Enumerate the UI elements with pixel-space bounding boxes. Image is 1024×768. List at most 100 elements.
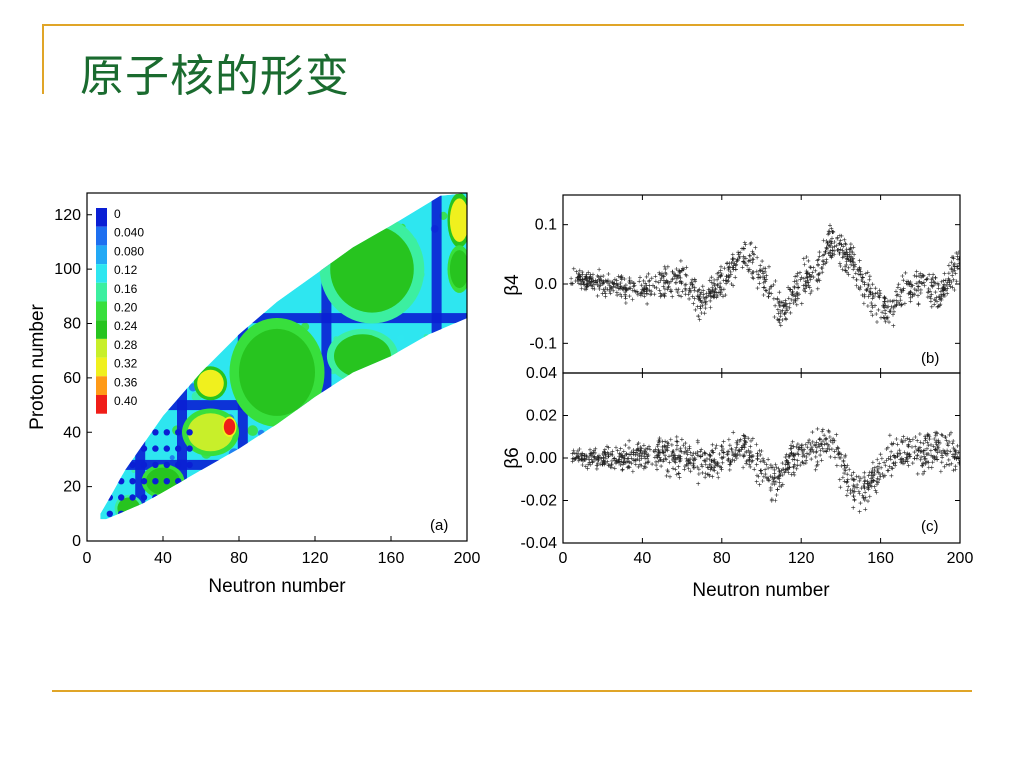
data-point (849, 262, 854, 267)
data-point (830, 229, 835, 234)
data-point (917, 273, 921, 278)
data-point (657, 272, 662, 277)
panel-a-x-ticks: 0 40 80 120 160 200 (83, 536, 480, 567)
data-point (598, 281, 603, 286)
data-point (608, 291, 613, 296)
data-point (870, 292, 875, 297)
data-point (915, 453, 920, 457)
data-point (855, 485, 859, 490)
data-point (707, 453, 712, 458)
data-point (633, 453, 638, 457)
data-point (919, 275, 924, 280)
data-point (743, 242, 748, 247)
data-point (627, 286, 632, 291)
data-point (945, 291, 950, 296)
data-point (805, 271, 810, 276)
data-point (952, 288, 957, 292)
data-point (583, 458, 588, 462)
data-point (768, 284, 773, 289)
data-point (582, 282, 587, 287)
data-point (663, 453, 667, 458)
data-point (856, 489, 861, 494)
x-tick-label: 160 (867, 550, 894, 567)
data-point (866, 294, 871, 299)
data-point (663, 444, 668, 449)
data-point (654, 285, 659, 290)
data-point (860, 272, 864, 277)
data-point (839, 452, 844, 457)
contour-patch (397, 334, 405, 342)
data-point (815, 426, 820, 431)
data-point (704, 291, 709, 296)
data-point (643, 456, 648, 461)
colorbar-label: 0.36 (114, 375, 138, 389)
data-point (918, 449, 923, 454)
data-point (777, 290, 782, 295)
data-point (793, 274, 798, 279)
data-point (799, 443, 804, 448)
data-point (666, 469, 670, 474)
data-point (701, 292, 706, 297)
data-point (947, 439, 952, 444)
data-point (764, 476, 769, 481)
data-point (625, 465, 630, 470)
data-point (603, 453, 608, 458)
data-point (709, 280, 714, 285)
data-point (755, 255, 760, 260)
data-point (635, 442, 640, 447)
data-point (630, 469, 635, 474)
data-point (606, 272, 611, 276)
data-point (721, 450, 726, 455)
data-point (809, 289, 814, 293)
data-point (645, 454, 650, 459)
data-point (818, 448, 823, 453)
data-point (938, 469, 943, 474)
data-point (608, 279, 613, 284)
data-point (861, 275, 865, 280)
data-point (825, 241, 830, 246)
data-point (731, 283, 736, 288)
data-point (850, 250, 855, 255)
data-point (827, 447, 832, 452)
data-point (580, 451, 585, 456)
data-point (688, 450, 693, 455)
data-point (755, 451, 760, 456)
light-nucleus-spot (118, 494, 125, 501)
data-point (632, 281, 636, 286)
data-point (914, 274, 919, 279)
data-point (674, 267, 679, 271)
data-point (807, 452, 812, 457)
data-point (592, 448, 596, 453)
data-point (862, 470, 867, 475)
data-point (760, 479, 765, 483)
data-point (877, 461, 882, 466)
data-point (597, 267, 602, 272)
data-point (714, 443, 719, 448)
data-point (850, 476, 855, 481)
data-point (826, 232, 831, 237)
data-point (737, 449, 742, 454)
data-point (957, 261, 960, 266)
data-point (759, 468, 764, 473)
panel-c-x-axis-label: Neutron number (692, 580, 830, 601)
data-point (947, 432, 952, 437)
data-point (808, 448, 813, 452)
data-point (803, 461, 808, 465)
data-point (837, 261, 842, 266)
data-point (660, 447, 665, 452)
data-point (841, 458, 846, 463)
data-point (926, 290, 931, 294)
data-point (843, 252, 848, 257)
data-point (727, 443, 732, 448)
data-point (838, 247, 843, 252)
data-point (792, 462, 797, 467)
data-point (579, 457, 584, 462)
data-point (927, 434, 932, 439)
data-point (819, 441, 823, 446)
data-point (783, 455, 788, 460)
data-point (836, 450, 841, 454)
data-point (725, 261, 730, 266)
data-point (918, 445, 922, 450)
data-point (696, 481, 701, 486)
magic-neutron-band (321, 193, 332, 520)
